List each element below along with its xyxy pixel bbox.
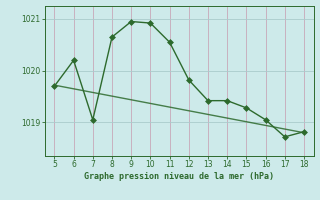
- X-axis label: Graphe pression niveau de la mer (hPa): Graphe pression niveau de la mer (hPa): [84, 172, 274, 181]
